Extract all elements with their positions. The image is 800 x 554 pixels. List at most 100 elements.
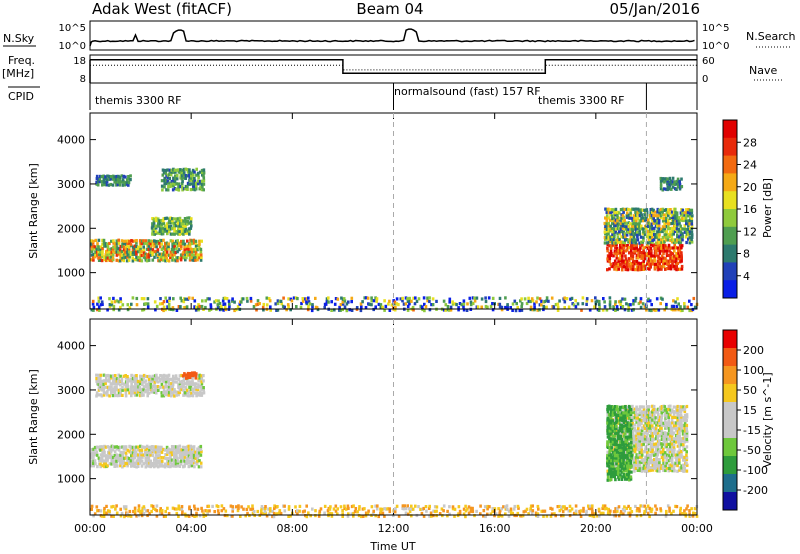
data-cell [611, 462, 615, 466]
data-cell [665, 259, 669, 263]
data-cell [650, 207, 654, 211]
data-cell [142, 393, 145, 397]
data-cell [102, 373, 106, 377]
data-cell [608, 478, 612, 482]
data-cell [162, 221, 166, 226]
data-cell [346, 504, 350, 508]
data-cell [95, 450, 99, 454]
data-cell [606, 475, 610, 479]
data-cell [139, 444, 142, 448]
data-cell [124, 451, 128, 455]
data-cell [343, 299, 347, 303]
data-cell [670, 466, 674, 470]
data-cell [106, 390, 109, 394]
data-cell [175, 511, 179, 516]
data-cell [102, 462, 106, 466]
data-cell [124, 374, 127, 378]
data-cell [151, 384, 155, 388]
data-cell [644, 431, 647, 435]
data-cell [129, 387, 133, 391]
data-cell [670, 427, 674, 431]
data-cell [172, 167, 175, 171]
data-cell [652, 216, 655, 221]
data-cell [668, 184, 672, 188]
data-cell [169, 448, 173, 452]
data-cell [140, 253, 144, 257]
data-cell [509, 509, 513, 513]
data-cell [657, 235, 661, 239]
data-cell [619, 423, 622, 427]
data-cell [622, 235, 625, 239]
data-cell [602, 297, 605, 301]
data-cell [116, 183, 120, 187]
data-cell [679, 509, 682, 513]
data-cell [535, 300, 538, 304]
data-cell [178, 241, 181, 245]
data-cell [264, 505, 267, 509]
data-cell [249, 299, 253, 303]
data-cell [115, 253, 119, 257]
data-cell [670, 235, 674, 239]
data-cell [94, 451, 97, 455]
data-cell [272, 515, 276, 519]
data-cell [341, 302, 345, 306]
data-cell [129, 174, 132, 178]
data-cell [388, 509, 392, 514]
data-cell [545, 296, 549, 300]
data-cell [200, 393, 204, 397]
data-cell [615, 413, 618, 417]
data-cell [685, 240, 688, 245]
data-cell [629, 241, 632, 245]
data-cell [620, 466, 624, 470]
data-cell [124, 242, 128, 246]
data-cell [97, 299, 101, 303]
data-cell [657, 218, 661, 223]
data-cell [568, 514, 572, 518]
data-cell [646, 432, 649, 436]
data-cell [625, 439, 629, 443]
xtick-label: 00:00 [681, 522, 713, 535]
data-cell [648, 267, 651, 271]
data-cell [688, 215, 692, 220]
data-cell [675, 505, 679, 509]
data-cell [168, 230, 171, 234]
data-cell [169, 173, 173, 177]
data-cell [642, 464, 646, 468]
data-cell [638, 439, 641, 443]
data-cell [168, 220, 171, 224]
data-cell [162, 394, 166, 398]
data-cell [618, 448, 622, 452]
data-cell [278, 509, 282, 513]
data-cell [193, 249, 196, 253]
data-cell [634, 225, 637, 229]
data-cell [261, 305, 265, 309]
data-cell [147, 252, 151, 256]
data-cell [118, 248, 122, 252]
data-cell [178, 388, 182, 392]
data-cell [690, 224, 694, 228]
data-cell [660, 243, 664, 247]
data-cell [96, 465, 99, 469]
data-cell [667, 415, 671, 419]
data-cell [272, 511, 276, 516]
data-cell [111, 177, 115, 181]
data-cell [106, 509, 110, 513]
ytick-label: 2000 [57, 222, 85, 235]
data-cell [130, 373, 133, 377]
data-cell [681, 463, 685, 467]
data-cell [126, 385, 130, 389]
data-cell [138, 239, 142, 243]
data-cell [642, 267, 646, 271]
data-cell [664, 244, 667, 248]
colorbar-block [723, 191, 737, 210]
data-cell [166, 226, 169, 230]
data-cell [609, 210, 612, 215]
data-cell [667, 245, 671, 249]
data-cell [197, 308, 200, 312]
data-cell [607, 237, 610, 241]
data-cell [651, 415, 654, 419]
data-cell [170, 382, 173, 386]
data-cell [92, 239, 95, 243]
